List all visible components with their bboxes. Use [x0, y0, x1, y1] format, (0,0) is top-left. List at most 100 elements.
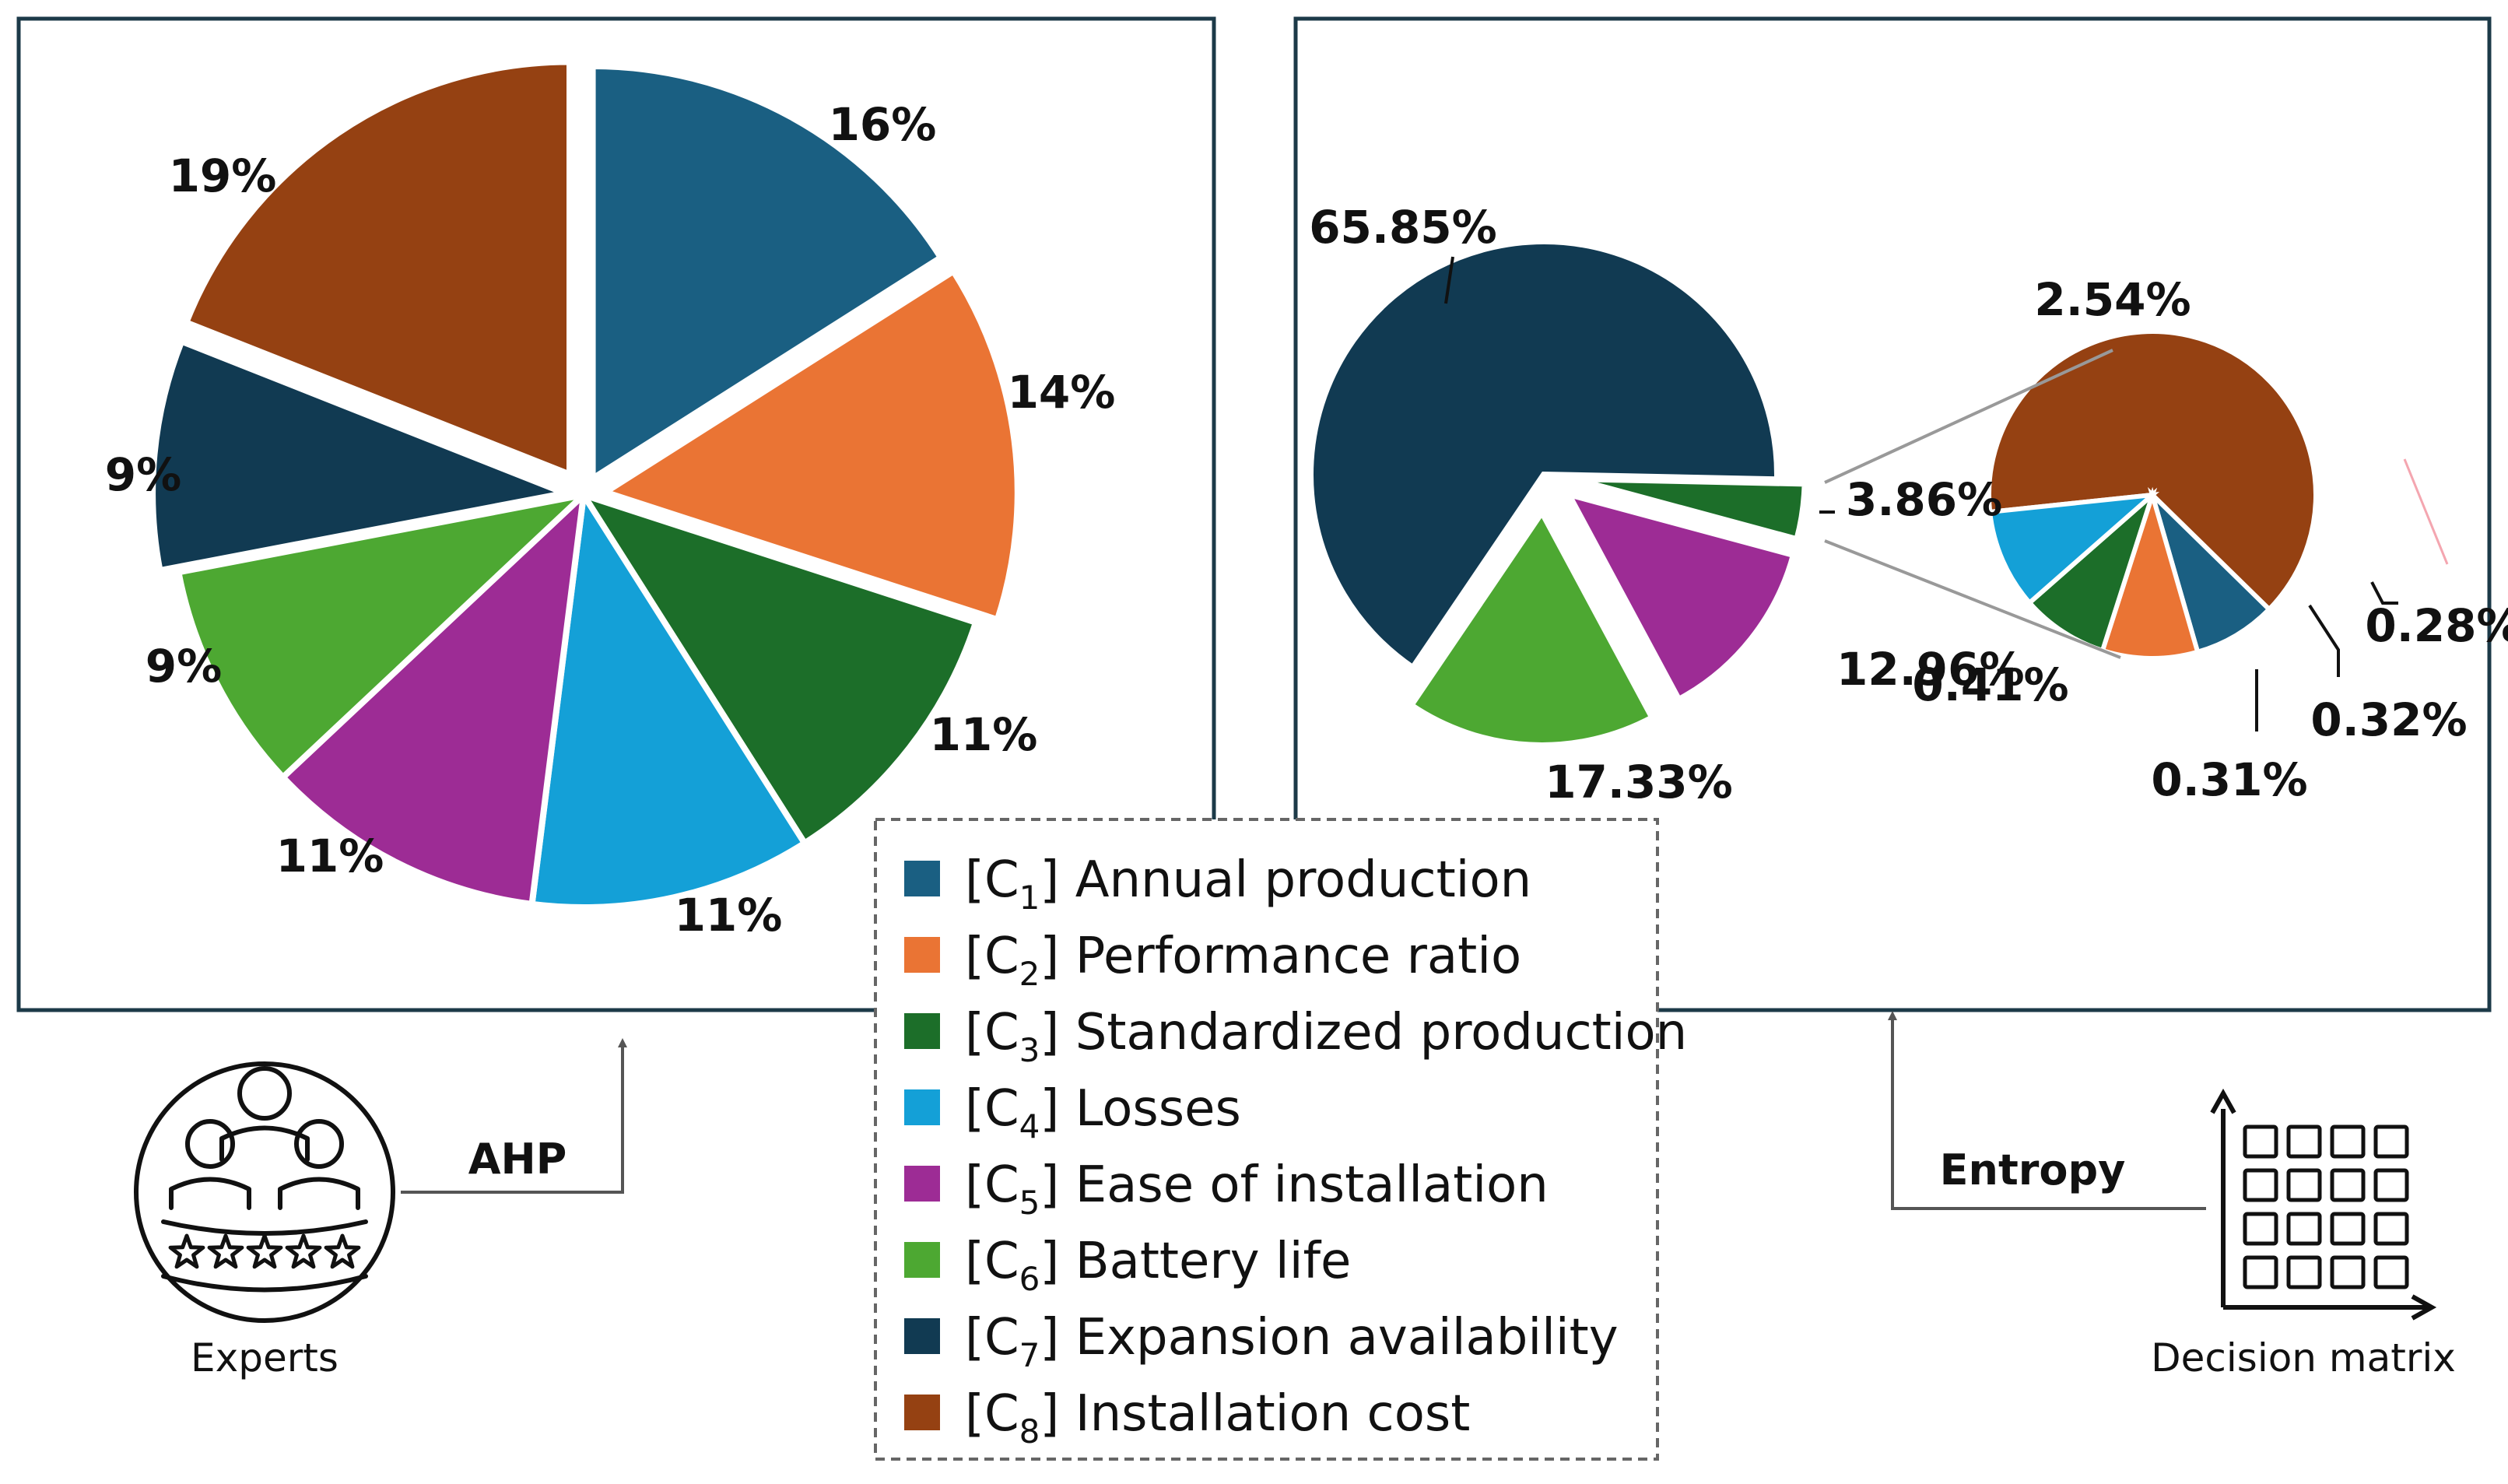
entropy-sub-label-C2: 0.32%: [2310, 693, 2467, 746]
star-icon: [168, 1233, 205, 1269]
leader-line: [1444, 256, 1454, 304]
experts-label: Experts: [191, 1335, 338, 1381]
matrix-cell: [2243, 1212, 2278, 1246]
matrix-cell: [2286, 1168, 2322, 1202]
legend-swatch-C6: [904, 1242, 940, 1278]
legend-swatch-C2: [904, 937, 940, 973]
entropy-arrow: [1888, 1011, 2206, 1210]
star-icon: [207, 1233, 244, 1269]
matrix-cell: [2373, 1255, 2409, 1289]
matrix-cell: [2286, 1212, 2322, 1246]
ahp-slice-C5: [278, 486, 588, 908]
ahp-label-C2: 14%: [1008, 366, 1116, 419]
legend-label-C7: [C7] Expansion availability: [965, 1309, 1619, 1374]
ahp-slice-C3: [576, 489, 980, 848]
legend-item-C7: [C7] Expansion availability: [904, 1309, 1619, 1374]
entropy-slice-C7: [1307, 238, 1780, 672]
decision-matrix-label: Decision matrix: [2151, 1335, 2456, 1381]
legend: [C1] Annual production [C2] Performance r…: [904, 851, 1687, 1451]
legend-swatch-C8: [904, 1395, 940, 1430]
entropy-pie: [1307, 238, 2318, 749]
legend-item-C3: [C3] Standardized production: [904, 1004, 1687, 1069]
ahp-slice-C2: [598, 266, 1021, 624]
legend-label-C1: [C1] Annual production: [965, 851, 1531, 917]
ahp-arrow: [401, 1038, 627, 1194]
connector-line-top: [1824, 349, 2113, 484]
entropy-labels: 65.85%3.86%12.96%17.33%2.54%0.28%0.32%0.…: [1309, 201, 2508, 809]
ahp-label-C5: 11%: [276, 830, 384, 882]
entropy-label-C5: 12.96%: [1836, 643, 2025, 696]
ahp-slice-C7: [149, 337, 577, 574]
ahp-label: AHP: [468, 1135, 567, 1184]
matrix-cell: [2243, 1255, 2278, 1289]
leader-line: [2308, 604, 2340, 677]
legend-swatch-C3: [904, 1013, 940, 1049]
matrix-cell: [2330, 1212, 2366, 1246]
legend-swatch-C4: [904, 1089, 940, 1125]
ahp-slice-C8: [182, 58, 574, 479]
entropy-label-C7: 65.85%: [1309, 201, 1497, 254]
matrix-cell: [2330, 1168, 2366, 1202]
decision-matrix-icon: [2210, 1088, 2437, 1321]
ahp-slice-C1: [589, 62, 945, 485]
connector-line-bottom: [1824, 539, 2121, 659]
ahp-label-C4: 11%: [675, 889, 783, 942]
legend-swatch-C7: [904, 1318, 940, 1354]
matrix-cell: [2330, 1255, 2366, 1289]
ahp-panel-frame: [16, 16, 1216, 1012]
matrix-cell: [2286, 1255, 2322, 1289]
entropy-sub-slice-C8: [1987, 329, 2318, 613]
entropy-label: Entropy: [1940, 1145, 2126, 1195]
entropy-label-C3: 3.86%: [1846, 473, 2002, 526]
legend-swatch-C5: [904, 1166, 940, 1202]
entropy-panel-frame: [1293, 16, 2492, 1012]
ahp-label-C7: 9%: [105, 448, 181, 501]
ahp-slice-C6: [174, 489, 594, 782]
ahp-slice-C4: [528, 486, 809, 910]
matrix-cell: [2330, 1124, 2366, 1159]
ahp-labels: 16% 14% 11% 11% 11% 9% 9% 19%: [105, 98, 1116, 942]
entropy-slice-C6: [1406, 506, 1657, 749]
ahp-label-C1: 16%: [829, 98, 937, 151]
legend-item-C2: [C2] Performance ratio: [904, 928, 1521, 993]
matrix-cell: [2286, 1124, 2322, 1159]
leader-line: [2370, 581, 2398, 605]
legend-label-C8: [C8] Installation cost: [965, 1385, 1470, 1451]
entropy-sub-label-C3: 0.31%: [2151, 753, 2307, 806]
experts-icon: [134, 1061, 395, 1323]
legend-item-C6: [C6] Battery life: [904, 1233, 1351, 1298]
ahp-label-C8: 19%: [169, 149, 277, 202]
entropy-sub-label-C1: 0.28%: [2365, 599, 2508, 652]
entropy-slice-C3: [1570, 475, 1808, 544]
star-icon: [324, 1233, 361, 1269]
ahp-label-C3: 11%: [930, 708, 1038, 761]
entropy-sub-slice-C4: [1987, 492, 2160, 606]
stray-mark: [2403, 458, 2449, 565]
matrix-cell: [2243, 1168, 2278, 1202]
entropy-sub-label-C8: 2.54%: [2034, 273, 2191, 326]
legend-label-C4: [C4] Losses: [965, 1080, 1241, 1145]
legend-label-C5: [C5] Ease of installation: [965, 1156, 1549, 1222]
legend-box: [874, 818, 1659, 1461]
matrix-cell: [2243, 1124, 2278, 1159]
matrix-cell: [2373, 1168, 2409, 1202]
entropy-label-C6: 17.33%: [1545, 756, 1733, 809]
star-icon: [246, 1233, 283, 1269]
legend-swatch-C1: [904, 861, 940, 896]
legend-label-C2: [C2] Performance ratio: [965, 928, 1521, 993]
legend-item-C4: [C4] Losses: [904, 1080, 1241, 1145]
matrix-cell: [2373, 1124, 2409, 1159]
ahp-pie: [149, 58, 1021, 910]
ahp-label-C6: 9%: [146, 640, 222, 693]
legend-label-C3: [C3] Standardized production: [965, 1004, 1687, 1069]
star-icon: [285, 1233, 322, 1269]
matrix-cell: [2373, 1212, 2409, 1246]
entropy-slice-C5: [1562, 489, 1798, 704]
entropy-sub-label-C4: 0.41%: [1912, 658, 2068, 711]
legend-item-C5: [C5] Ease of installation: [904, 1156, 1549, 1222]
legend-label-C6: [C6] Battery life: [965, 1233, 1351, 1298]
legend-item-C8: [C8] Installation cost: [904, 1385, 1470, 1451]
legend-item-C1: [C1] Annual production: [904, 851, 1531, 917]
